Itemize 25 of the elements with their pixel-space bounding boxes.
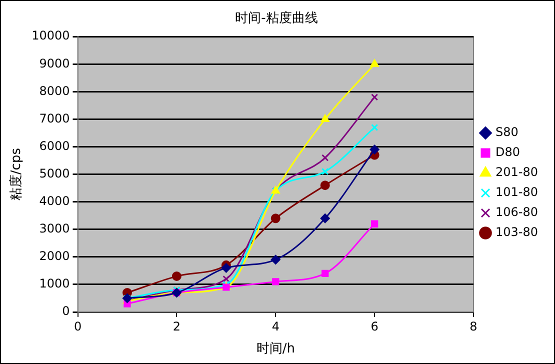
y-tick-label: 7000	[39, 111, 70, 126]
y-tick-label: 3000	[39, 222, 70, 236]
y-tick-label: 9000	[39, 56, 70, 70]
x-axis-title: 时间/h	[256, 342, 295, 357]
y-tick-label: 0	[62, 304, 70, 318]
x-tick-label: 0	[74, 319, 82, 334]
x-tick-label: 8	[470, 319, 478, 334]
legend-label: 103-80	[495, 225, 538, 240]
y-tick-label: 4000	[39, 194, 70, 208]
x-tick-label: 6	[370, 319, 378, 334]
y-tick-label: 6000	[39, 138, 70, 153]
y-tick-label: 5000	[39, 166, 70, 180]
y-axis-title: 粘度/cps	[8, 148, 24, 201]
legend-label: S80	[495, 125, 518, 140]
chart-title: 时间-粘度曲线	[235, 10, 318, 26]
y-tick-label: 1000	[39, 276, 70, 291]
legend-label: D80	[495, 145, 520, 160]
x-tick-label: 2	[172, 319, 181, 334]
legend-label: 201-80	[495, 165, 538, 180]
x-tick-label: 4	[272, 319, 280, 334]
legend-label: 106-80	[495, 205, 538, 220]
y-tick-label: 2000	[39, 249, 70, 264]
legend-label: 101-80	[495, 185, 538, 200]
y-tick-label: 8000	[39, 84, 70, 98]
y-tick-label: 10000	[32, 28, 70, 43]
